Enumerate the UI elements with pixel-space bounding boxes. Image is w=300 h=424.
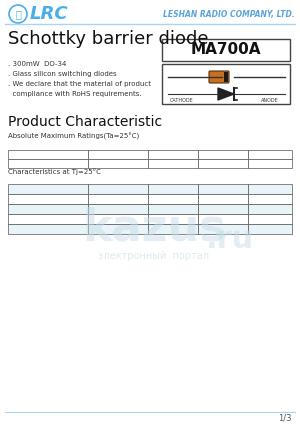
Bar <box>248 159 292 168</box>
Text: CATHODE: CATHODE <box>170 98 194 103</box>
Text: compliance with RoHS requirements.: compliance with RoHS requirements. <box>8 91 142 97</box>
Bar <box>224 72 228 82</box>
Text: . We declare that the material of product: . We declare that the material of produc… <box>8 81 151 87</box>
Text: Absolute Maximum Ratings(Ta=25°C): Absolute Maximum Ratings(Ta=25°C) <box>8 132 139 139</box>
Bar <box>8 224 88 234</box>
Text: .ru: .ru <box>206 224 254 254</box>
Bar <box>148 184 198 194</box>
Bar <box>8 150 88 159</box>
Bar <box>148 214 198 224</box>
Text: ⛵: ⛵ <box>15 9 21 19</box>
Text: LRC: LRC <box>30 5 69 23</box>
Text: . 300mW  DO-34: . 300mW DO-34 <box>8 61 66 67</box>
Bar <box>88 204 148 214</box>
Bar <box>148 150 198 159</box>
Text: 1/3: 1/3 <box>278 413 292 422</box>
Bar <box>148 159 198 168</box>
Bar <box>198 150 248 159</box>
Bar <box>8 159 88 168</box>
Bar <box>198 204 248 214</box>
Bar <box>248 204 292 214</box>
Text: LESHAN RADIO COMPANY, LTD.: LESHAN RADIO COMPANY, LTD. <box>163 9 295 19</box>
Bar <box>88 150 148 159</box>
Text: kazus: kazus <box>82 206 226 249</box>
Polygon shape <box>218 88 234 100</box>
Bar <box>248 150 292 159</box>
Bar <box>88 224 148 234</box>
Bar <box>148 194 198 204</box>
Bar <box>8 214 88 224</box>
Bar <box>88 214 148 224</box>
Text: Characteristics at Tj=25°C: Characteristics at Tj=25°C <box>8 169 101 176</box>
Bar <box>8 184 88 194</box>
FancyBboxPatch shape <box>209 71 229 83</box>
Bar <box>8 194 88 204</box>
Bar <box>88 184 148 194</box>
Bar <box>248 214 292 224</box>
Bar <box>198 159 248 168</box>
Text: электронный  портал: электронный портал <box>98 251 209 261</box>
Bar <box>88 159 148 168</box>
Bar <box>88 194 148 204</box>
FancyBboxPatch shape <box>162 39 290 61</box>
Bar <box>248 224 292 234</box>
Text: Product Characteristic: Product Characteristic <box>8 115 162 129</box>
Bar <box>8 204 88 214</box>
Bar <box>198 194 248 204</box>
Bar <box>198 184 248 194</box>
Bar <box>248 184 292 194</box>
Bar <box>148 204 198 214</box>
Text: Schottky barrier diode: Schottky barrier diode <box>8 30 208 48</box>
Bar <box>198 214 248 224</box>
FancyBboxPatch shape <box>162 64 290 104</box>
Text: MA700A: MA700A <box>191 42 261 58</box>
Text: . Glass silicon switching diodes: . Glass silicon switching diodes <box>8 71 117 77</box>
Bar <box>198 224 248 234</box>
Bar <box>148 224 198 234</box>
Bar <box>248 194 292 204</box>
Text: ANODE: ANODE <box>261 98 279 103</box>
